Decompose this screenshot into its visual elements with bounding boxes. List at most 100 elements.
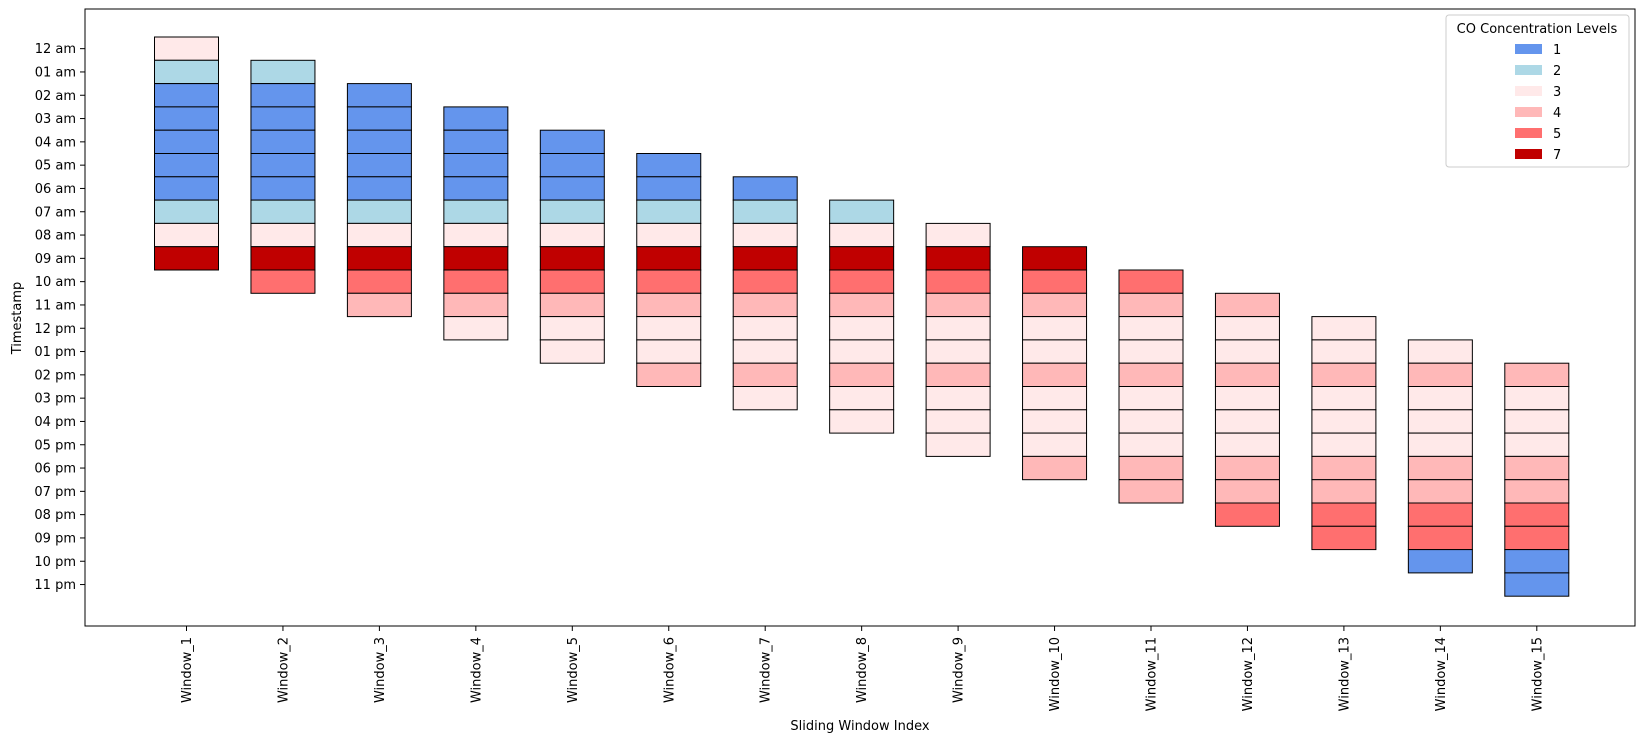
cell-window_13-03-pm	[1311, 386, 1377, 411]
cell-window_13-02-pm	[1311, 362, 1377, 388]
cell-window_15-06-pm	[1504, 455, 1570, 481]
cell-window_3-08-am	[346, 222, 412, 248]
cell-window_7-01-pm	[732, 339, 798, 364]
cell-window_11-02-pm	[1118, 362, 1184, 388]
legend-swatch	[1515, 44, 1542, 54]
y-tick-label: 08 pm	[34, 508, 76, 523]
cell-window_12-05-pm	[1214, 432, 1280, 457]
cell-window_15-05-pm	[1504, 432, 1570, 457]
cell-window_9-08-am	[925, 222, 991, 248]
cell-window_4-08-am	[443, 222, 509, 248]
cell-window_14-08-pm	[1407, 502, 1473, 527]
cell-window_10-12-pm	[1022, 316, 1088, 341]
cell-window_5-06-am	[539, 176, 605, 201]
cell-window_4-03-am	[443, 106, 509, 131]
x-tick-label: Window_6	[662, 637, 677, 703]
cell-window_7-10-am	[732, 269, 798, 294]
cell-window_7-07-am	[732, 199, 798, 224]
x-tick-label: Window_4	[469, 637, 484, 703]
cell-window_7-08-am	[732, 222, 798, 248]
cell-window_4-07-am	[443, 199, 509, 224]
cell-window_15-04-pm	[1504, 409, 1570, 434]
y-tick-label: 08 am	[35, 229, 76, 244]
cell-window_8-12-pm	[829, 316, 895, 341]
cell-window_6-06-am	[636, 176, 702, 201]
cell-window_2-09-am	[250, 246, 316, 271]
legend-label: 5	[1553, 127, 1561, 142]
y-tick-label: 06 am	[35, 182, 76, 197]
cell-window_13-12-pm	[1311, 316, 1377, 341]
cell-window_14-10-pm	[1407, 549, 1473, 574]
cell-window_12-12-pm	[1214, 316, 1280, 341]
cell-window_8-08-am	[829, 222, 895, 248]
cell-window_2-08-am	[250, 222, 316, 248]
cell-window_2-04-am	[250, 129, 316, 154]
x-tick-label: Window_13	[1337, 637, 1352, 711]
cell-window_12-11-am	[1214, 292, 1280, 318]
cell-window_15-08-pm	[1504, 502, 1570, 527]
y-axis-label: Timestamp	[10, 282, 25, 356]
cell-window_9-03-pm	[925, 386, 991, 411]
legend-swatch	[1515, 86, 1542, 96]
cell-window_12-08-pm	[1214, 502, 1280, 527]
cell-window_11-12-pm	[1118, 316, 1184, 341]
cell-window_6-10-am	[636, 269, 702, 294]
cell-window_11-03-pm	[1118, 386, 1184, 411]
cell-window_15-10-pm	[1504, 549, 1570, 574]
cell-window_1-12-am	[154, 36, 219, 61]
cell-window_8-10-am	[829, 269, 895, 294]
x-tick-label: Window_8	[855, 637, 870, 703]
cell-window_4-06-am	[443, 176, 509, 201]
legend-title: CO Concentration Levels	[1457, 22, 1618, 37]
cell-window_1-05-am	[154, 153, 219, 178]
cell-window_6-12-pm	[636, 316, 702, 341]
cell-window_3-09-am	[346, 246, 412, 271]
cell-window_1-03-am	[154, 106, 219, 131]
cell-window_8-09-am	[829, 246, 895, 271]
y-tick-label: 10 am	[35, 275, 76, 290]
cell-window_5-01-pm	[539, 339, 605, 364]
cell-window_5-04-am	[539, 129, 605, 154]
y-tick-label: 07 pm	[34, 485, 76, 500]
y-tick-label: 12 pm	[34, 322, 76, 337]
cell-window_4-04-am	[443, 129, 509, 154]
legend-swatch	[1515, 65, 1542, 75]
legend-label: 4	[1553, 106, 1561, 121]
y-axis: 12 am 01 am 02 am 03 am 04 am 05 am 06 am 07 am…	[34, 42, 85, 593]
legend-swatch	[1515, 149, 1542, 159]
cell-window_1-02-am	[154, 83, 219, 108]
cell-window_1-06-am	[154, 176, 219, 201]
cell-window_14-05-pm	[1407, 432, 1473, 457]
cell-window_12-06-pm	[1214, 455, 1280, 481]
cell-window_5-09-am	[539, 246, 605, 271]
cell-window_11-11-am	[1118, 292, 1184, 318]
cell-window_4-11-am	[443, 292, 509, 318]
y-tick-label: 03 pm	[34, 392, 76, 407]
legend-label: 3	[1553, 85, 1561, 100]
legend-label: 2	[1553, 64, 1561, 79]
cell-window_7-12-pm	[732, 316, 798, 341]
y-tick-label: 09 pm	[34, 531, 76, 546]
cell-window_13-06-pm	[1311, 455, 1377, 481]
cell-window_10-01-pm	[1022, 339, 1088, 364]
cell-window_5-05-am	[539, 153, 605, 178]
x-tick-label: Window_7	[759, 637, 774, 703]
cell-window_3-11-am	[346, 292, 412, 318]
cell-window_2-03-am	[250, 106, 316, 131]
y-tick-label: 04 pm	[34, 415, 76, 430]
cell-window_13-07-pm	[1311, 479, 1377, 504]
cell-window_1-07-am	[154, 199, 219, 224]
cell-window_8-11-am	[829, 292, 895, 318]
cell-window_10-04-pm	[1022, 409, 1088, 434]
cell-window_6-02-pm	[636, 362, 702, 388]
x-tick-label: Window_11	[1145, 637, 1160, 711]
cell-window_6-07-am	[636, 199, 702, 224]
x-tick-label: Window_3	[373, 637, 388, 703]
cell-window_15-02-pm	[1504, 362, 1570, 388]
cell-window_11-10-am	[1118, 269, 1184, 294]
cell-window_10-03-pm	[1022, 386, 1088, 411]
y-tick-label: 04 am	[35, 135, 76, 150]
cell-window_7-03-pm	[732, 386, 798, 411]
cell-window_9-10-am	[925, 269, 991, 294]
